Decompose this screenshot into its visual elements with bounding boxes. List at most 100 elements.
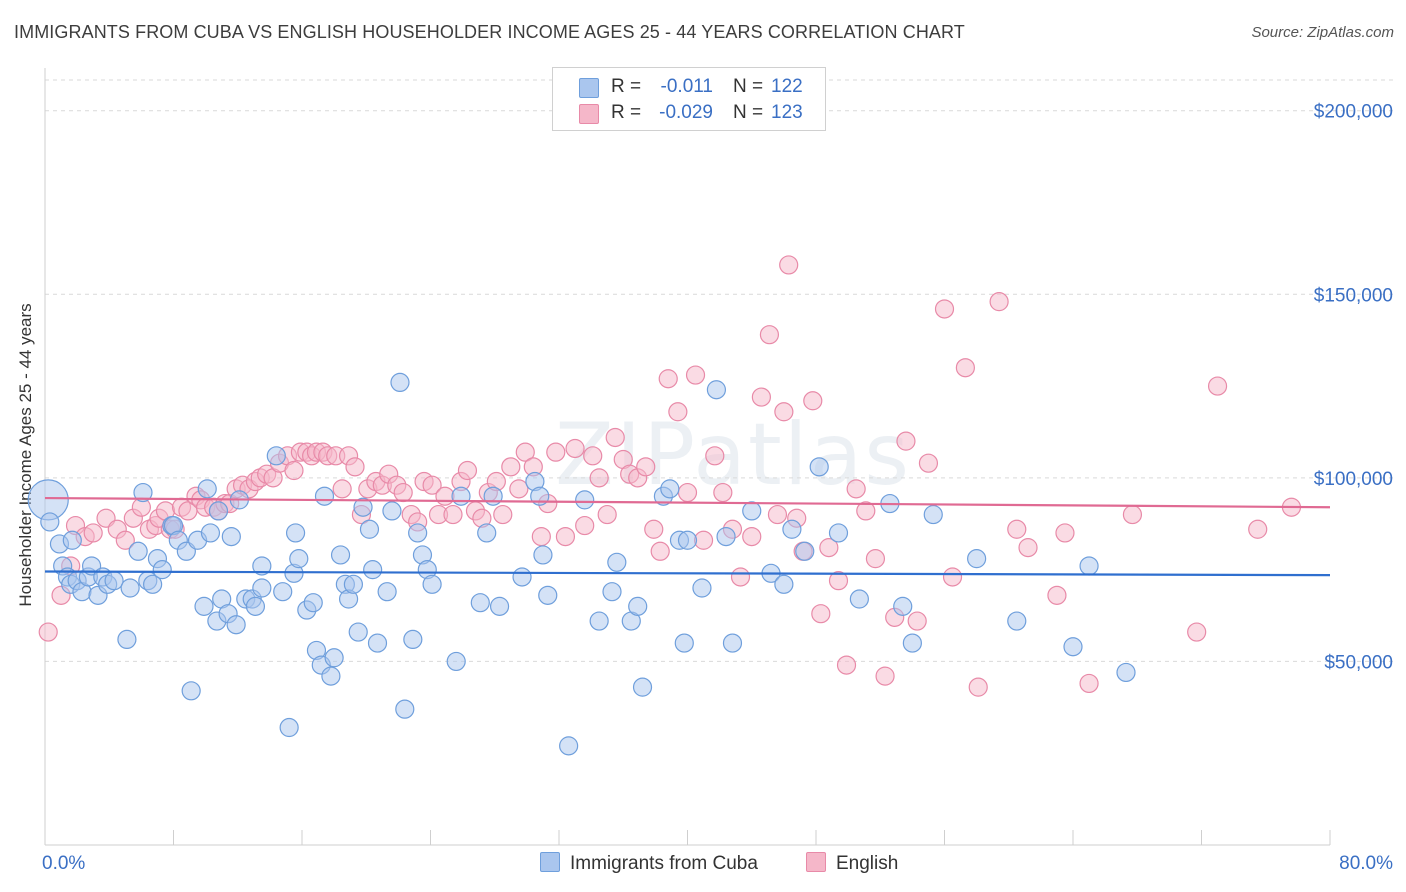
cuba-point (348, 622, 368, 642)
cuba-point (194, 596, 214, 616)
cuba-point (221, 526, 241, 547)
cuba-point (363, 560, 383, 580)
english-point (803, 391, 823, 411)
english-point (1248, 519, 1268, 539)
english-point (819, 538, 839, 558)
r-label: R = (611, 102, 642, 123)
r-label: R = (611, 76, 642, 97)
cuba-point (40, 512, 60, 532)
english-point (705, 446, 725, 466)
cuba-point (589, 611, 609, 631)
english-point (767, 504, 788, 525)
english-point (509, 479, 529, 499)
english-point (677, 482, 698, 503)
english-point (685, 365, 706, 385)
cuba-point (200, 523, 221, 543)
y-tick-label: $200,000 (1314, 102, 1393, 123)
cuba-point (324, 648, 344, 668)
cuba-point (408, 523, 428, 543)
english-point (493, 504, 513, 525)
english-point (546, 442, 566, 462)
cuba-point (809, 457, 829, 477)
cuba-point (120, 578, 140, 598)
english-point (422, 475, 442, 495)
n-value: 123 (771, 102, 803, 123)
chart-title: IMMIGRANTS FROM CUBA VS ENGLISH HOUSEHOL… (14, 22, 965, 42)
english-point (934, 299, 955, 319)
english-point (742, 526, 762, 547)
cuba-point (742, 501, 762, 521)
cuba-point (893, 596, 913, 616)
cuba-point (674, 633, 694, 653)
cuba-point (722, 633, 743, 653)
english-point (693, 530, 714, 550)
english-point (115, 530, 135, 550)
cuba-point (128, 541, 148, 561)
cuba-point (902, 633, 922, 653)
cuba-point (252, 556, 272, 576)
cuba-points (27, 372, 1136, 756)
cuba-point (575, 490, 595, 510)
english-point (644, 519, 664, 539)
legend-label-english: English (836, 853, 899, 874)
trend-lines (44, 496, 1331, 577)
y-tick-label: $100,000 (1314, 469, 1393, 490)
english-point (875, 666, 895, 686)
cuba-swatch (579, 78, 599, 98)
cuba-point (377, 582, 397, 602)
bottom-legend-cuba: Immigrants from Cuba (540, 852, 758, 875)
cuba-point (289, 549, 309, 569)
cuba-point (367, 633, 388, 653)
cuba-point (477, 523, 497, 543)
cuba-point (1079, 556, 1099, 576)
english-point (907, 611, 927, 631)
english-point (836, 655, 857, 675)
cuba-point (252, 578, 272, 598)
cuba-point (208, 501, 229, 521)
cuba-point (660, 479, 680, 499)
cuba-point (197, 479, 217, 499)
english-point (565, 438, 585, 459)
r-value: -0.029 (659, 102, 713, 123)
source-attribution: Source: ZipAtlas.com (1251, 24, 1394, 41)
cuba-point (343, 574, 363, 594)
cuba-point (353, 497, 373, 517)
x-tick-label-max: 80.0% (1339, 853, 1393, 874)
english-point (955, 358, 975, 378)
cuba-point (559, 736, 579, 756)
english-point (393, 482, 413, 503)
cuba-point (152, 560, 172, 580)
cuba-point (273, 582, 293, 602)
english-point (575, 515, 595, 536)
cuba-point (602, 582, 622, 602)
cuba-point (706, 380, 727, 400)
cuba-point (967, 549, 987, 569)
cuba-point (382, 501, 402, 521)
cuba-point (104, 571, 124, 591)
english-point (589, 468, 609, 488)
english-swatch (579, 104, 599, 124)
english-point (1018, 538, 1038, 558)
english-point (828, 571, 849, 591)
english-point (774, 402, 794, 422)
r-value: -0.011 (660, 76, 713, 97)
english-point (668, 402, 688, 422)
cuba-point (446, 651, 466, 672)
cuba-point (303, 593, 323, 613)
cuba-point (279, 717, 299, 738)
cuba-point (117, 629, 137, 650)
english-point (751, 387, 771, 407)
english-point (515, 442, 535, 462)
cuba-point (62, 530, 82, 550)
english-point (636, 457, 656, 477)
cuba-point (677, 530, 698, 550)
english-point (501, 457, 521, 477)
tick-labels: $50,000 $100,000 $150,000 $200,000 0.0% 80.0% (42, 102, 1393, 874)
english-point (555, 526, 576, 547)
english-point (846, 479, 866, 499)
cuba-point (451, 486, 471, 506)
english-point (435, 486, 455, 506)
cuba-point (538, 585, 558, 605)
y-tick-label: $150,000 (1314, 285, 1393, 306)
cuba-point (226, 615, 246, 635)
